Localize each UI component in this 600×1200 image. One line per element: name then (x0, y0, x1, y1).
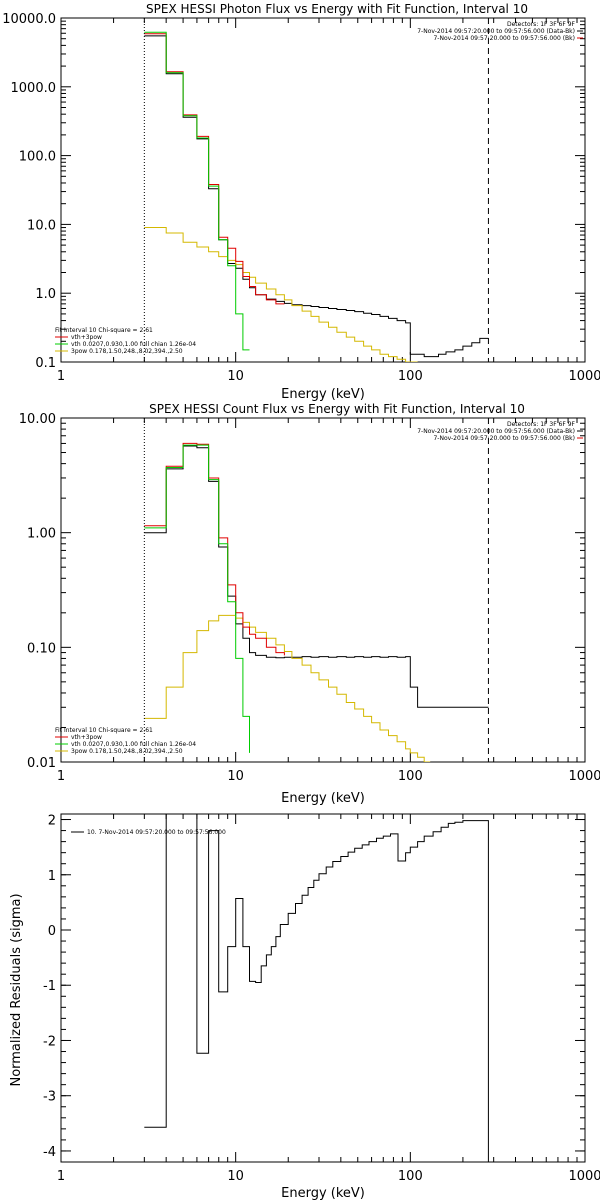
legend-entry: Fit Interval 10 Chi-square = 2.61 (55, 327, 153, 334)
y-tick-label: 100.0 (19, 150, 56, 165)
series-residuals-line (144, 814, 489, 1162)
y-tick-label: 10000.0 (2, 12, 56, 27)
series-total-line (144, 442, 285, 656)
x-tick-label: 100 (398, 769, 423, 784)
x-tick-label: 1 (57, 769, 65, 784)
header-line: 7-Nov-2014 09:57:20.000 to 09:57:56.000 … (417, 28, 575, 35)
x-tick-label: 10 (227, 769, 244, 784)
y-tick-label: -4 (43, 1145, 56, 1160)
y-tick-label: 0.01 (27, 756, 56, 771)
plot-area: 1 10 100 1000 -4 -3 -2 -1 0 1 2 10. 7-Nov-2014 09:5… (43, 813, 600, 1184)
header-line: 7-Nov-2014 09:57:20.000 to 09:57:56.000 … (417, 428, 575, 435)
legend: Fit Interval 10 Chi-square = 2.61vth+3po… (55, 727, 196, 755)
series-powerlaw-line (144, 227, 418, 362)
y-tick-label: 10.00 (19, 412, 56, 427)
x-tick-label: 10 (227, 1169, 244, 1184)
x-axis-label: Energy (keV) (281, 791, 365, 806)
series-group (144, 31, 489, 362)
x-axis: 1 10 100 1000 (57, 418, 600, 784)
legend: Fit Interval 10 Chi-square = 2.61vth+3po… (55, 327, 196, 355)
x-axis-label: Energy (keV) (281, 387, 365, 402)
legend-entry: Fit Interval 10 Chi-square = 2.61 (55, 727, 153, 734)
legend-entry: vth 0.0207,0.930,1.00 full chian 1.26e-0… (71, 741, 196, 748)
legend-entry: vth 0.0207,0.930,1.00 full chian 1.26e-0… (71, 341, 196, 348)
y-tick-label: 0.1 (35, 356, 56, 371)
y-tick-label: -3 (43, 1090, 56, 1105)
x-tick-label: 1000 (568, 369, 600, 384)
x-tick-label: 1 (57, 1169, 65, 1184)
header-line: 7-Nov-2014 09:57:20.000 to 09:57:56.000 … (433, 35, 575, 42)
y-tick-label: 10.0 (27, 218, 56, 233)
detector-header: Detectors: 1F 3F 6F 9F7-Nov-2014 09:57:2… (417, 421, 583, 442)
series-data-line (144, 445, 489, 708)
y-tick-label: 2 (48, 814, 56, 829)
plot-frame (60, 17, 586, 363)
panel-title: SPEX HESSI Count Flux vs Energy with Fit… (149, 402, 525, 416)
x-tick-label: 100 (398, 369, 423, 384)
residuals-panel: 1 10 100 1000 -4 -3 -2 -1 0 1 2 10. 7-Nov-2014 09:5… (9, 813, 600, 1200)
y-tick-label: 1 (48, 869, 56, 884)
legend-entry: 3pow 0.178,1.50,248.,8.02,394.,2.50 (71, 348, 183, 355)
y-tick-label: 1.0 (35, 287, 56, 302)
y-axis: -4 -3 -2 -1 0 1 2 (43, 814, 585, 1163)
header-line: Detectors: 1F 3F 6F 9F (507, 21, 576, 28)
series-group (144, 442, 489, 762)
series-powerlaw-line (144, 614, 431, 762)
panel-title: SPEX HESSI Photon Flux vs Energy with Fi… (146, 2, 528, 16)
x-axis: 1 10 100 1000 (57, 814, 600, 1184)
series-data-line (144, 35, 489, 358)
series-thermal-line (144, 444, 250, 753)
plot-frame (60, 417, 586, 763)
y-tick-label: -2 (43, 1034, 56, 1049)
photon-flux-panel: SPEX HESSI Photon Flux vs Energy with Fi… (2, 2, 600, 402)
x-tick-label: 100 (398, 1169, 423, 1184)
legend-entry: 3pow 0.178,1.50,248.,8.02,394.,2.50 (71, 748, 183, 755)
legend-entry: 10. 7-Nov-2014 09:57:20.000 to 09:57:56.… (87, 829, 226, 836)
x-tick-label: 1 (57, 369, 65, 384)
series-total-line (144, 33, 285, 305)
y-axis-label: Normalized Residuals (sigma) (9, 893, 24, 1086)
legend: 10. 7-Nov-2014 09:57:20.000 to 09:57:56.… (71, 829, 226, 836)
detector-header: Detectors: 1F 3F 6F 9F7-Nov-2014 09:57:2… (417, 21, 583, 42)
y-tick-label: 0.10 (27, 641, 56, 656)
header-line: 7-Nov-2014 09:57:20.000 to 09:57:56.000 … (433, 435, 575, 442)
x-tick-label: 10 (227, 369, 244, 384)
series-thermal-line (144, 31, 250, 351)
y-axis: 0.1 1.0 10.0 100.0 1000.0 10000.0 (2, 12, 585, 371)
y-tick-label: 0 (48, 924, 56, 939)
series-group (144, 814, 489, 1162)
x-axis-label: Energy (keV) (281, 1186, 365, 1200)
x-tick-label: 1000 (568, 1169, 600, 1184)
header-line: Detectors: 1F 3F 6F 9F (507, 421, 576, 428)
legend-entry: vth+3pow (71, 734, 102, 741)
x-tick-label: 1000 (568, 769, 600, 784)
y-tick-label: 1.00 (27, 527, 56, 542)
y-tick-label: -1 (43, 979, 56, 994)
y-tick-label: 1000.0 (11, 81, 57, 96)
y-axis: 0.01 0.10 1.00 10.00 (19, 412, 585, 771)
x-axis: 1 10 100 1000 (57, 18, 600, 384)
plot-area: 1 10 100 1000 0.01 0.10 1.00 10.00 Detectors: 1F… (19, 412, 600, 784)
plot-frame (60, 813, 586, 1163)
plot-area: 1 10 100 1000 0.1 1.0 10.0 100.0 1000.0 10000.0 De… (2, 12, 600, 384)
count-flux-panel: SPEX HESSI Count Flux vs Energy with Fit… (19, 402, 600, 806)
legend-entry: vth+3pow (71, 334, 102, 341)
